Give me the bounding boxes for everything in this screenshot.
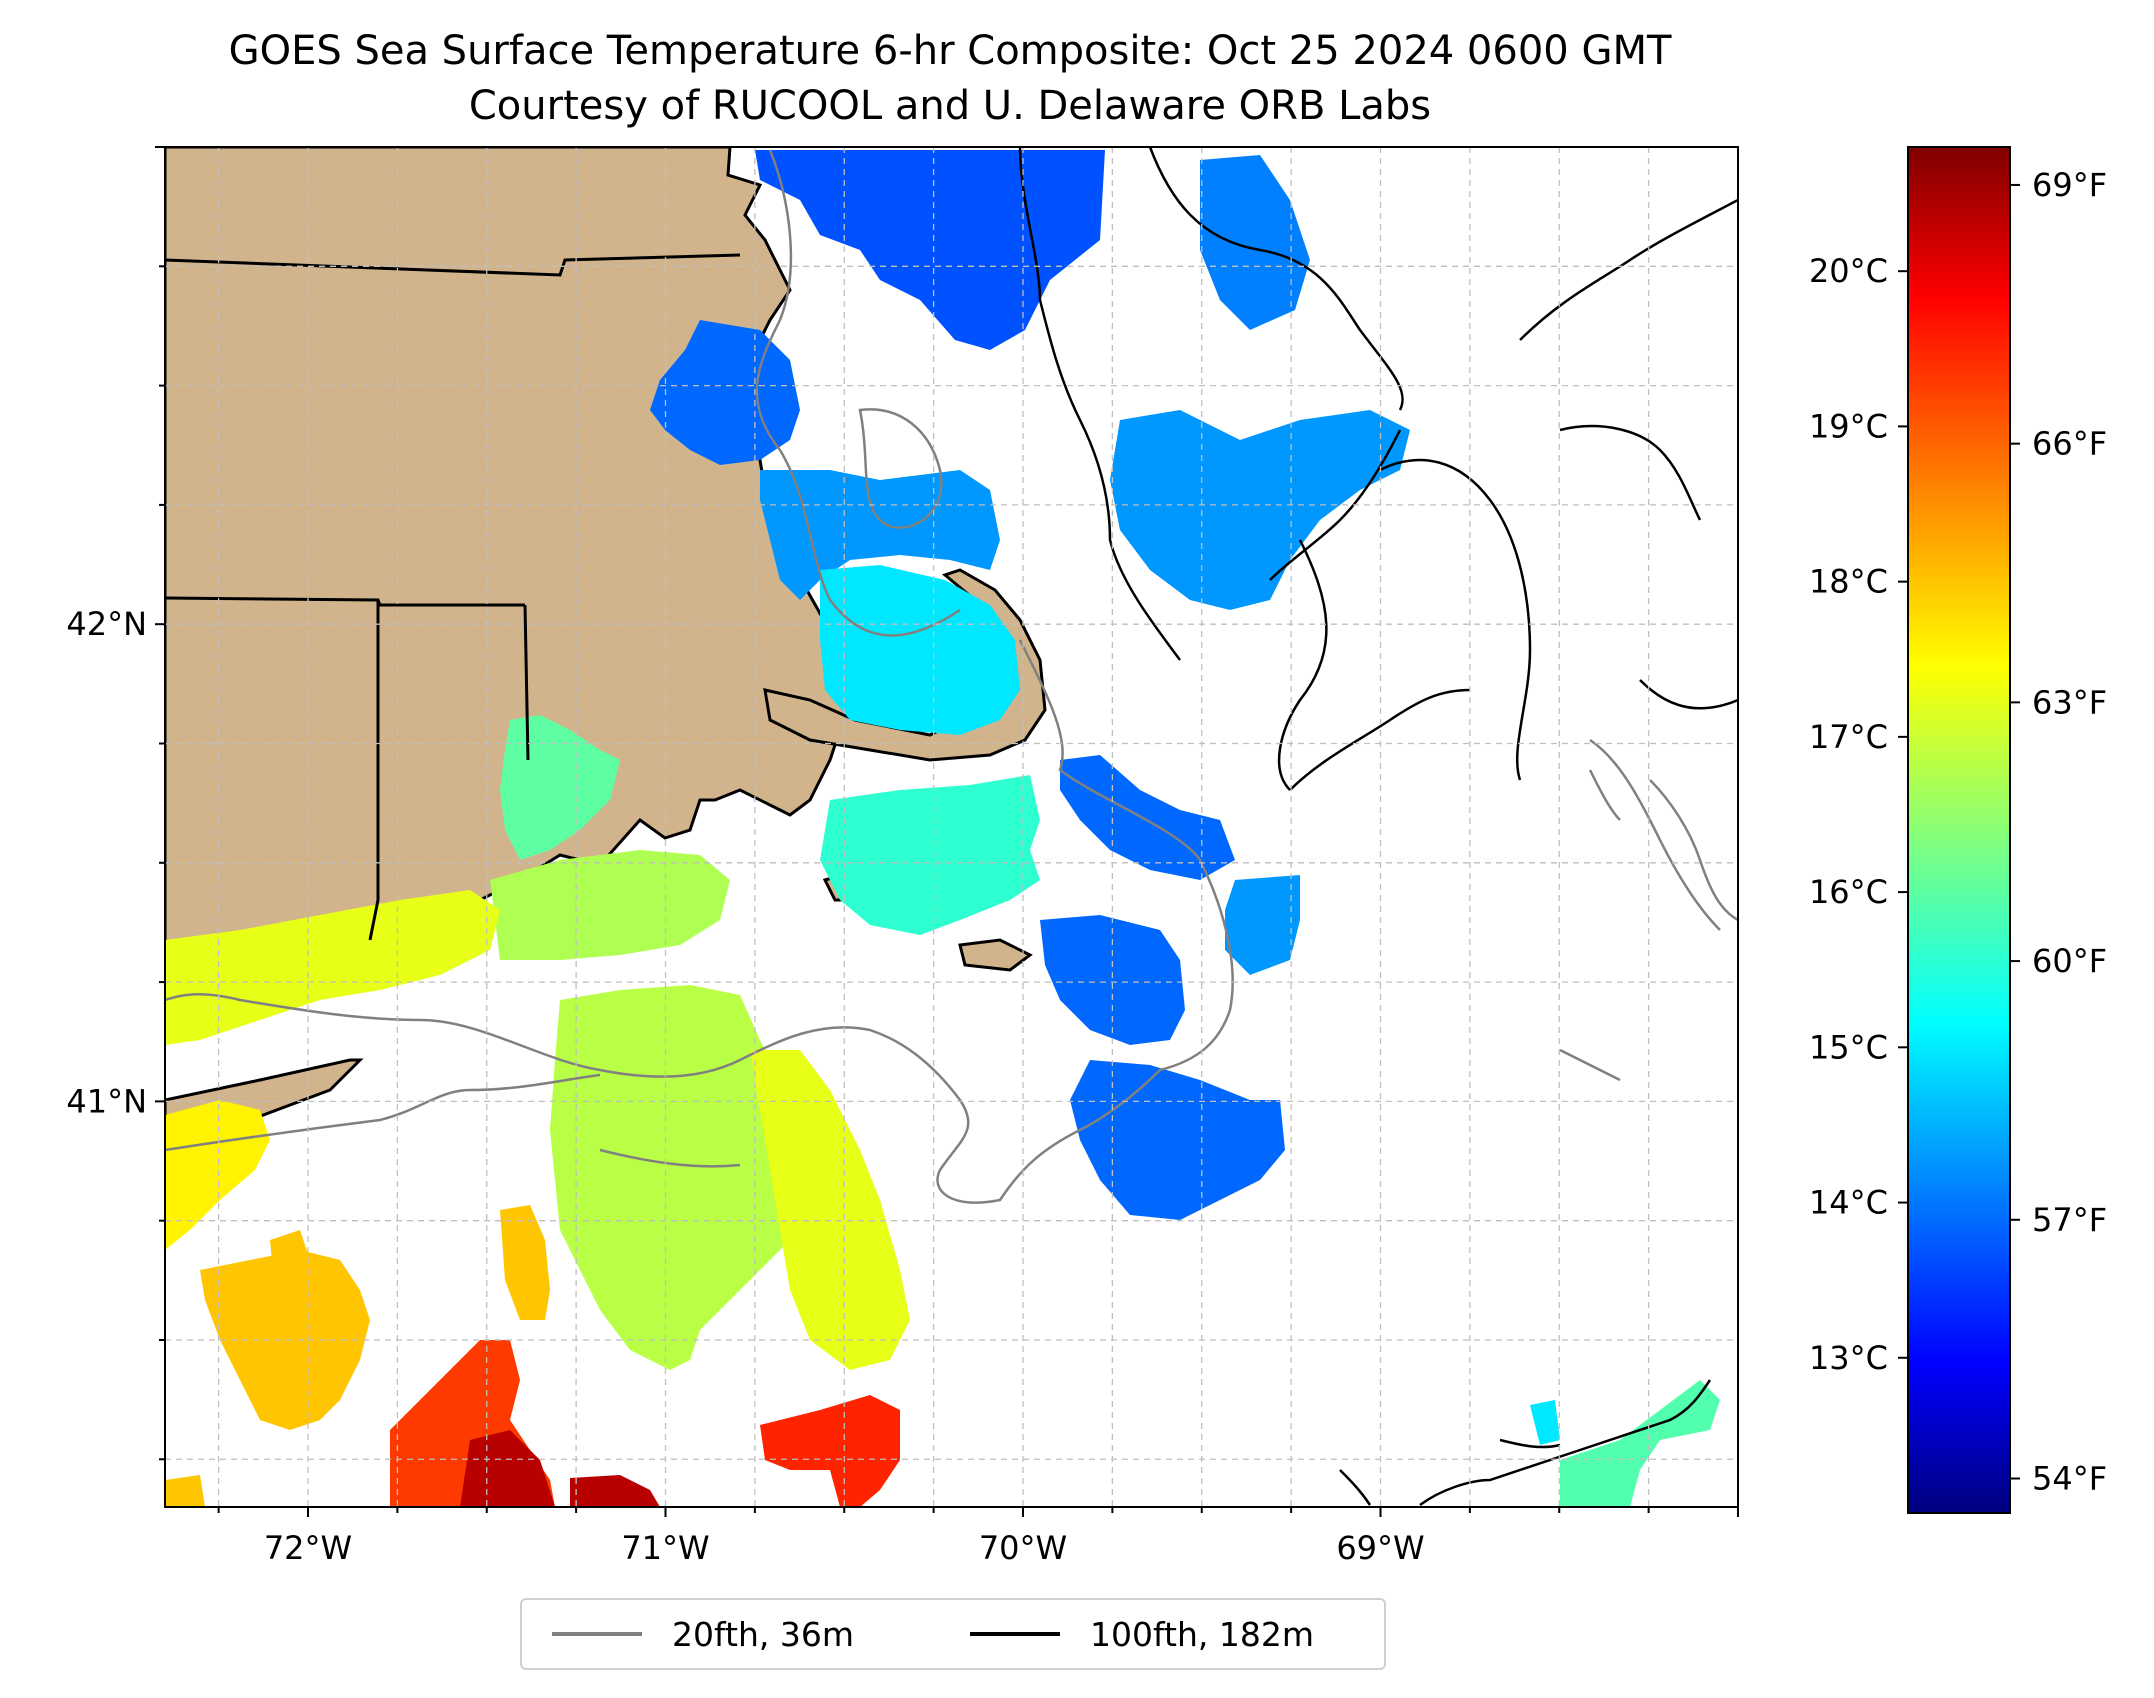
isobath-100fth	[1018, 147, 1738, 1507]
sst-patch	[750, 1050, 910, 1370]
celsius-tick-label: 16°C	[1809, 873, 1888, 911]
lon-tick-label: 69°W	[1336, 1529, 1424, 1567]
celsius-tick-label: 20°C	[1809, 252, 1888, 290]
map-legend: 20fth, 36m 100fth, 182m	[520, 1598, 1386, 1670]
state-boundaries	[165, 253, 741, 941]
sst-patch	[165, 1100, 270, 1250]
celsius-tick-label: 14°C	[1809, 1184, 1888, 1222]
map-axis-ticks: 72°W 71°W 70°W 69°W 41°N 42°N	[66, 146, 1739, 1567]
celsius-tick-label: 18°C	[1809, 563, 1888, 601]
colorbar-ticks: 13°C 14°C 15°C 16°C 17°C 18°C 19°C 20°C 54°F 57°F…	[1809, 166, 2107, 1498]
sst-patch	[1060, 755, 1235, 880]
map-title: GOES Sea Surface Temperature 6-hr Compos…	[228, 28, 1672, 74]
fahrenheit-tick-label: 69°F	[2032, 166, 2107, 204]
sst-patch	[1560, 1380, 1720, 1507]
fahrenheit-tick-label: 57°F	[2032, 1201, 2107, 1239]
celsius-tick-label: 17°C	[1809, 718, 1888, 756]
sst-patch	[1070, 1060, 1285, 1220]
lon-tick-label: 70°W	[979, 1529, 1067, 1567]
legend-swatch-100fth	[970, 1632, 1060, 1636]
sst-patch	[755, 150, 1105, 350]
land-nantucket	[958, 938, 1033, 972]
sst-patch	[550, 985, 810, 1370]
fahrenheit-tick-label: 66°F	[2032, 425, 2107, 463]
sst-patch	[1040, 915, 1185, 1045]
fahrenheit-tick-label: 63°F	[2032, 683, 2107, 721]
sst-patch	[760, 1395, 900, 1507]
isobath-20fth	[165, 149, 1738, 1204]
sst-patch	[1530, 1400, 1560, 1445]
sst-patch	[500, 1205, 550, 1320]
sst-patch	[200, 1250, 370, 1430]
celsius-tick-label: 15°C	[1809, 1028, 1888, 1066]
legend-entry-100fth: 100fth, 182m	[970, 1600, 1314, 1668]
colorbar: 13°C 14°C 15°C 16°C 17°C 18°C 19°C 20°C 54°F 57°F…	[1809, 146, 2107, 1514]
map-grid	[165, 147, 1738, 1507]
sst-patch	[820, 565, 1020, 735]
fahrenheit-tick-label: 54°F	[2032, 1460, 2107, 1498]
sst-layer	[165, 150, 1720, 1507]
lat-tick-label: 42°N	[66, 605, 147, 643]
sst-patch	[165, 890, 500, 1045]
legend-label-20fth: 20fth, 36m	[672, 1614, 854, 1654]
legend-swatch-20fth	[552, 1632, 642, 1636]
sst-patch	[1200, 155, 1310, 330]
lon-tick-label: 72°W	[264, 1529, 352, 1567]
colorbar-bar	[1907, 146, 2011, 1514]
sst-patch	[1110, 410, 1410, 610]
celsius-tick-label: 19°C	[1809, 407, 1888, 445]
legend-label-100fth: 100fth, 182m	[1090, 1614, 1314, 1654]
sst-patch	[820, 775, 1040, 935]
sst-patch	[490, 850, 730, 960]
sst-patch	[760, 470, 1000, 600]
fahrenheit-tick-label: 60°F	[2032, 942, 2107, 980]
celsius-tick-label: 13°C	[1809, 1339, 1888, 1377]
sst-patch	[460, 1430, 555, 1507]
map-frame	[164, 146, 1739, 1508]
lon-tick-label: 71°W	[621, 1529, 709, 1567]
sst-patch	[165, 1475, 205, 1507]
sst-patch	[1225, 875, 1300, 975]
sst-patch	[500, 715, 620, 860]
legend-entry-20fth: 20fth, 36m	[552, 1600, 854, 1668]
sst-patch	[570, 1475, 660, 1507]
map-subtitle: Courtesy of RUCOOL and U. Delaware ORB L…	[468, 83, 1432, 129]
lat-tick-label: 41°N	[66, 1082, 147, 1120]
sst-patch	[270, 1230, 310, 1300]
